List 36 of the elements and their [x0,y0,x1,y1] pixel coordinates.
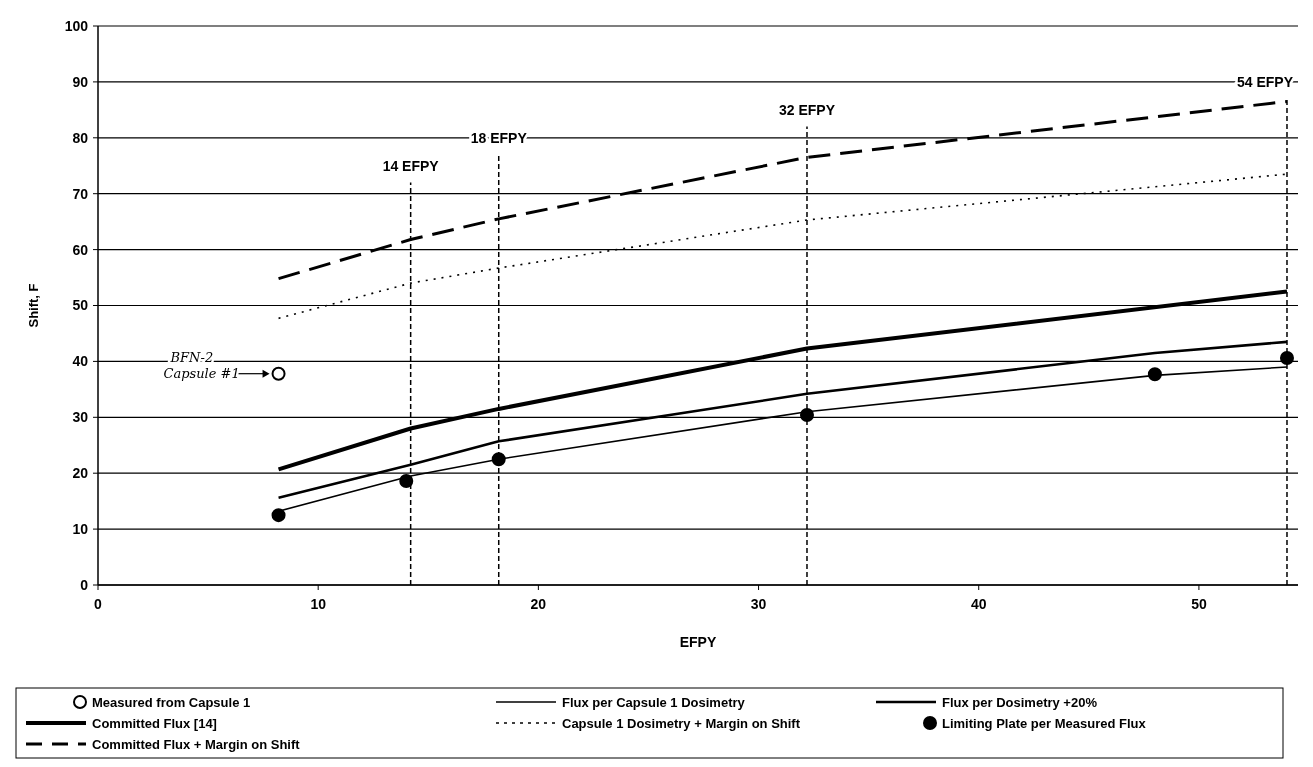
x-tick-label: 10 [310,596,327,612]
x-tick-label: 50 [1191,596,1207,612]
legend-label: Capsule 1 Dosimetry + Margin on Shift [562,715,801,731]
x-tick-label: 20 [530,596,547,612]
point [399,474,414,489]
x-tick-label: 40 [970,596,987,612]
x-tick-label: 0 [94,596,103,612]
x-axis-title: EFPY [679,634,717,650]
y-tick-label: 40 [72,353,89,370]
legend-label: Measured from Capsule 1 [92,694,251,710]
point [1279,351,1294,366]
y-tick-label: 60 [72,241,89,258]
ref-line-label: 14 EFPY [382,157,440,174]
legend-label: Flux per Dosimetry +20% [942,694,1098,710]
ref-line-label: 32 EFPY [778,101,836,118]
point [1147,367,1162,382]
legend-label: Committed Flux + Margin on Shift [92,736,301,752]
point [271,366,286,381]
y-tick-label: 30 [72,409,89,426]
point [271,508,286,523]
y-tick-label: 0 [80,576,89,593]
y-tick-label: 100 [64,17,89,34]
y-tick-label: 80 [72,129,89,146]
point [491,452,506,467]
y-tick-label: 50 [72,297,89,314]
y-axis-title: Shift, F [26,283,41,328]
y-tick-label: 10 [72,521,89,537]
y-tick-label: 90 [72,73,89,90]
legend-label: Committed Flux [14] [92,715,217,731]
y-tick-label: 70 [72,185,89,202]
legend-label: Flux per Capsule 1 Dosimetry [562,694,746,710]
point [799,408,814,423]
annotation: BFN-2 Capsule #1 [163,349,240,381]
legend-label: Limiting Plate per Measured Flux [942,715,1147,731]
x-tick-label: 30 [750,596,767,612]
y-tick-label: 20 [72,465,89,482]
